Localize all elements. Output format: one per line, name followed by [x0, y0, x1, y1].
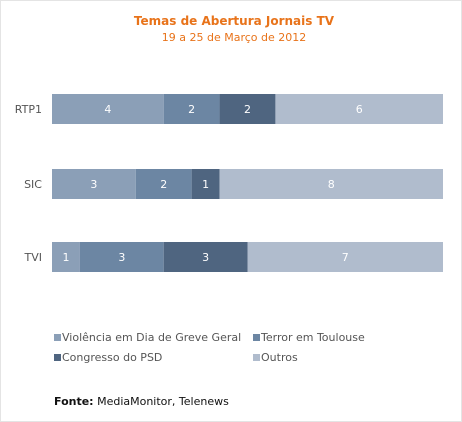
- source-text: MediaMonitor, Telenews: [93, 395, 229, 408]
- legend: Violência em Dia de Greve Geral Terror em…: [54, 331, 365, 364]
- bar-segment-rtp1-violencia-em-dia-de-greve-geral: [52, 94, 164, 124]
- chart-subtitle: 19 a 25 de Março de 2012: [162, 31, 307, 44]
- bar-segment-rtp1-congresso-do-psd: [219, 94, 276, 124]
- data-label-tvi-congresso-do-psd: 3: [202, 251, 209, 264]
- data-label-tvi-terror-em-toulouse: 3: [118, 251, 125, 264]
- legend-label-terror-em-toulouse: Terror em Toulouse: [260, 331, 365, 344]
- category-label-tvi: TVI: [24, 251, 43, 264]
- bar-segment-tvi-violencia-em-dia-de-greve-geral: [52, 242, 80, 272]
- data-label-tvi-outros: 7: [342, 251, 349, 264]
- legend-label-congresso-do-psd: Congresso do PSD: [62, 351, 162, 364]
- bar-segment-sic-outros: [219, 169, 443, 199]
- data-label-rtp1-violencia-em-dia-de-greve-geral: 4: [104, 103, 111, 116]
- data-label-sic-congresso-do-psd: 1: [202, 178, 209, 191]
- source-note: Fonte: MediaMonitor, Telenews: [54, 395, 229, 408]
- data-label-sic-outros: 8: [328, 178, 335, 191]
- legend-swatch-violencia-em-dia-de-greve-geral: [54, 334, 61, 341]
- data-label-rtp1-outros: 6: [356, 103, 363, 116]
- data-label-sic-violencia-em-dia-de-greve-geral: 3: [90, 178, 97, 191]
- bar-segment-tvi-terror-em-toulouse: [79, 242, 164, 272]
- legend-swatch-congresso-do-psd: [54, 354, 61, 361]
- data-label-tvi-violencia-em-dia-de-greve-geral: 1: [62, 251, 69, 264]
- bar-segment-tvi-outros: [247, 242, 443, 272]
- bars-group: RTP1 4 2 2 6 SIC 3 2 1 8 TVI 1 3 3 7: [15, 94, 443, 272]
- bar-segment-rtp1-terror-em-toulouse: [163, 94, 220, 124]
- bar-segment-tvi-congresso-do-psd: [163, 242, 248, 272]
- legend-swatch-outros: [253, 354, 260, 361]
- data-label-sic-terror-em-toulouse: 2: [160, 178, 167, 191]
- data-label-rtp1-congresso-do-psd: 2: [244, 103, 251, 116]
- data-label-rtp1-terror-em-toulouse: 2: [188, 103, 195, 116]
- bar-segment-rtp1-outros: [275, 94, 443, 124]
- legend-swatch-terror-em-toulouse: [253, 334, 260, 341]
- bar-segment-sic-congresso-do-psd: [191, 169, 220, 199]
- legend-label-violencia-em-dia-de-greve-geral: Violência em Dia de Greve Geral: [62, 331, 241, 344]
- source-label: Fonte:: [54, 395, 94, 408]
- chart-title: Temas de Abertura Jornais TV: [134, 14, 335, 28]
- bar-segment-sic-terror-em-toulouse: [135, 169, 192, 199]
- legend-label-outros: Outros: [261, 351, 298, 364]
- category-label-rtp1: RTP1: [15, 103, 42, 116]
- bar-segment-sic-violencia-em-dia-de-greve-geral: [52, 169, 136, 199]
- category-label-sic: SIC: [24, 178, 42, 191]
